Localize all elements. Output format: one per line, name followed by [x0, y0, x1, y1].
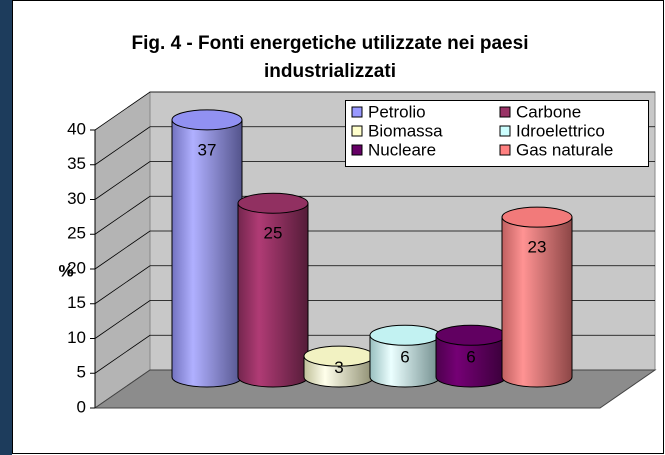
- legend-swatch: [352, 126, 362, 136]
- data-label: 23: [528, 238, 547, 257]
- y-tick-label: 25: [67, 224, 86, 243]
- y-tick-label: 5: [77, 363, 86, 382]
- bar: [172, 120, 242, 387]
- bar-top: [436, 325, 506, 345]
- y-tick-label: 30: [67, 189, 86, 208]
- y-tick-label: 10: [67, 328, 86, 347]
- data-label: 6: [466, 348, 475, 367]
- y-tick-label: 40: [67, 119, 86, 138]
- y-tick-label: 15: [67, 293, 86, 312]
- chart-title: Fig. 4 - Fonti energetiche utilizzate ne…: [90, 30, 570, 86]
- legend-label: Petrolio: [368, 102, 426, 121]
- bar-top: [370, 325, 440, 345]
- legend-label: Idroelettrico: [516, 121, 605, 140]
- data-label: 25: [264, 224, 283, 243]
- legend-swatch: [500, 107, 510, 117]
- data-label: 3: [334, 358, 343, 377]
- legend-swatch: [352, 145, 362, 155]
- legend-swatch: [352, 107, 362, 117]
- data-label: 6: [400, 348, 409, 367]
- y-tick-label: 35: [67, 154, 86, 173]
- legend-label: Biomassa: [368, 121, 443, 140]
- bar-top: [502, 207, 572, 227]
- background-strip: [0, 0, 12, 455]
- bar-top: [238, 193, 308, 213]
- legend-swatch: [500, 145, 510, 155]
- y-tick-label: 0: [77, 397, 86, 416]
- legend-label: Gas naturale: [516, 140, 613, 159]
- bar-top: [172, 110, 242, 130]
- legend-label: Nucleare: [368, 140, 436, 159]
- page: {"chart_data": {"type": "bar3d-cylinder"…: [0, 0, 665, 455]
- legend-label: Carbone: [516, 102, 581, 121]
- data-label: 37: [198, 140, 217, 159]
- legend-swatch: [500, 126, 510, 136]
- y-tick-label: 20: [67, 258, 86, 277]
